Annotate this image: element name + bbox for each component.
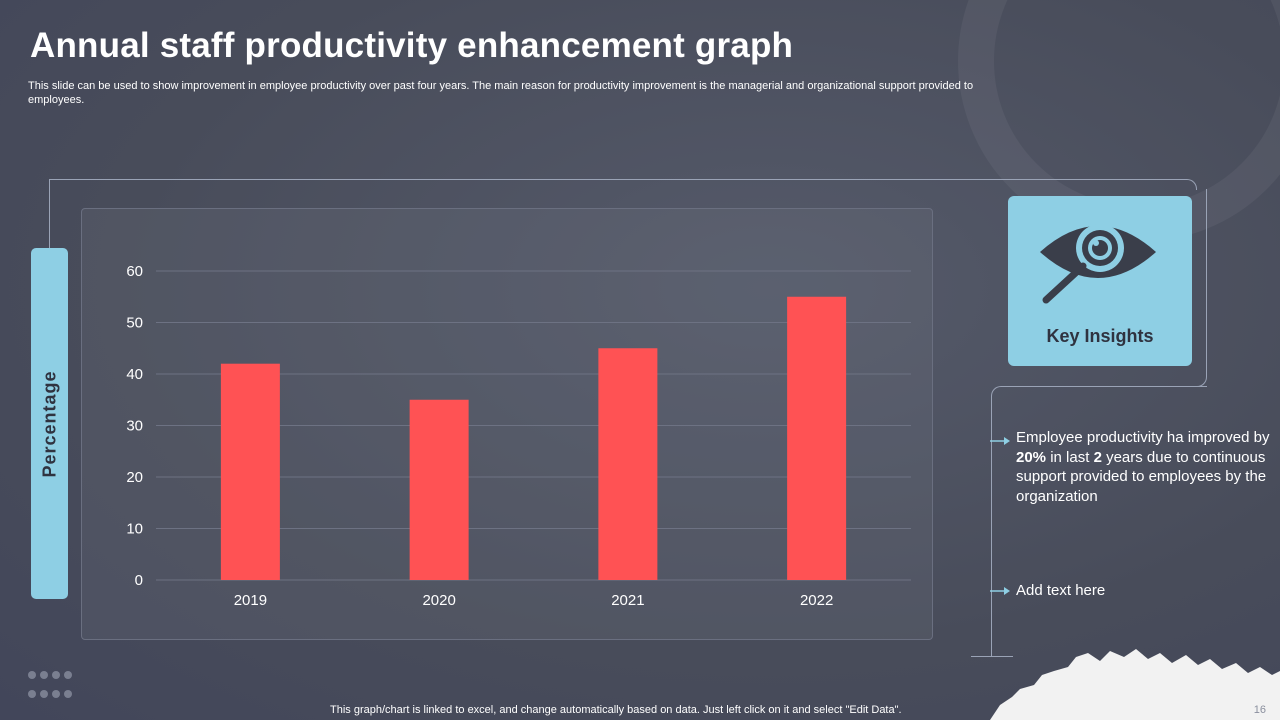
x-tick-label: 2021: [611, 592, 644, 609]
eye-magnifier-icon: [1040, 224, 1156, 304]
bullet-1-part-3: years due to continuous support provided…: [1016, 448, 1267, 505]
bar-2019: [220, 363, 280, 580]
y-tick-label: 10: [126, 521, 143, 538]
y-tick-label: 50: [126, 315, 143, 332]
decorative-dots: [28, 671, 88, 709]
bullet-1-highlight-years: 2: [1093, 448, 1102, 466]
x-tick-label: 2020: [422, 592, 455, 609]
y-axis-label-pill: Percentage: [31, 248, 68, 599]
y-tick-label: 40: [126, 366, 143, 383]
bar-2022: [787, 296, 847, 580]
bullet-1-highlight-percent: 20%: [1016, 448, 1047, 466]
x-tick-label: 2022: [800, 592, 833, 609]
key-insights-title: Key Insights: [1046, 326, 1154, 346]
bar-2021: [598, 348, 658, 580]
key-insights-card: Key Insights: [1008, 196, 1192, 366]
y-tick-label: 60: [126, 263, 143, 280]
arrow-right-icon: [990, 587, 1010, 595]
page-number: 16: [1253, 704, 1266, 716]
bar-2020: [409, 399, 469, 580]
footer-note: This graph/chart is linked to excel, and…: [330, 704, 902, 716]
y-tick-label: 30: [126, 418, 143, 435]
insight-bullet-1-text: Employee productivity ha improved by 20%…: [1016, 428, 1276, 506]
frame-vertical-line: [991, 396, 992, 656]
y-tick-label: 20: [126, 469, 143, 486]
bullet-1-part-2: in last: [1046, 448, 1094, 466]
y-tick-label: 0: [135, 572, 143, 589]
bullet-1-part-1: Employee productivity ha improved by: [1016, 429, 1270, 446]
x-tick-label: 2019: [234, 592, 267, 609]
page-subtitle: This slide can be used to show improveme…: [28, 80, 974, 106]
torn-paper-decoration: [990, 649, 1280, 720]
page-title: Annual staff productivity enhancement gr…: [30, 26, 794, 65]
frame-connector-line: [991, 386, 1207, 397]
arrow-right-icon: [990, 437, 1010, 445]
frame-left-line: [49, 179, 50, 249]
frame-base-line: [971, 656, 1013, 657]
insight-bullet-2-text: Add text here: [1016, 582, 1106, 599]
